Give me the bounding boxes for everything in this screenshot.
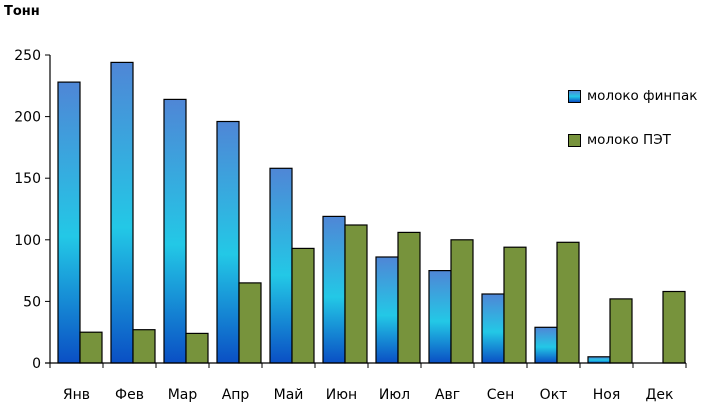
y-axis-unit-label: Тонн	[4, 4, 40, 19]
bar-finpak-9	[534, 326, 558, 364]
bar-finpak-5	[322, 215, 346, 364]
legend: молоко финпак молоко ПЭТ	[568, 86, 723, 174]
legend-item-finpak: молоко финпак	[568, 86, 723, 106]
bar-pet-2	[185, 332, 209, 364]
bar-pet-4	[291, 247, 315, 364]
x-tick-label-0: Янв	[63, 387, 90, 403]
bar-finpak-0	[57, 81, 81, 364]
bar-finpak-2	[163, 98, 187, 364]
legend-swatch-finpak	[568, 89, 581, 103]
bar-finpak-4	[269, 167, 293, 364]
y-tick-label-1: 50	[23, 294, 41, 310]
x-tick-label-3: Апр	[222, 387, 250, 403]
legend-swatch-pet	[568, 133, 581, 147]
bar-pet-9	[556, 241, 580, 364]
legend-label-finpak: молоко финпак	[587, 88, 698, 104]
x-tick-label-9: Окт	[540, 387, 568, 403]
x-tick-label-10: Ноя	[593, 387, 621, 403]
axes-group: Янв Фев Мар Апр Май Июн Июл Авг Сен Окт Ноя Дек 0 50 1…	[14, 48, 687, 403]
x-tick-label-6: Июл	[379, 387, 410, 403]
bar-pet-10	[609, 298, 633, 364]
bar-pet-8	[503, 246, 527, 364]
legend-item-pet: молоко ПЭТ	[568, 130, 723, 150]
bar-finpak-1	[110, 61, 134, 364]
y-tick-label-2: 100	[14, 233, 41, 249]
y-tick-label-5: 250	[14, 48, 41, 64]
bar-pet-6	[397, 231, 421, 364]
x-tick-label-8: Сен	[487, 387, 515, 403]
bar-pet-0	[79, 331, 103, 364]
x-tick-label-2: Мар	[168, 387, 198, 403]
bar-finpak-7	[428, 270, 452, 364]
bar-pet-5	[344, 224, 368, 364]
bar-pet-3	[238, 282, 262, 364]
bar-finpak-8	[481, 293, 505, 364]
bar-finpak-10	[587, 356, 611, 364]
bar-finpak-6	[375, 256, 399, 364]
x-tick-label-7: Авг	[435, 387, 460, 403]
bar-pet-11	[662, 290, 686, 364]
bars-group	[57, 61, 686, 364]
x-tick-label-4: Май	[274, 387, 304, 403]
bar-pet-1	[132, 329, 156, 364]
x-tick-label-11: Дек	[645, 387, 673, 403]
bar-pet-7	[450, 239, 474, 364]
x-tick-label-5: Июн	[326, 387, 357, 403]
y-tick-label-4: 200	[14, 110, 41, 126]
y-tick-label-3: 150	[14, 171, 41, 187]
bar-finpak-3	[216, 120, 240, 364]
legend-label-pet: молоко ПЭТ	[587, 132, 671, 148]
x-tick-label-1: Фев	[115, 387, 144, 403]
y-tick-label-0: 0	[32, 356, 41, 372]
